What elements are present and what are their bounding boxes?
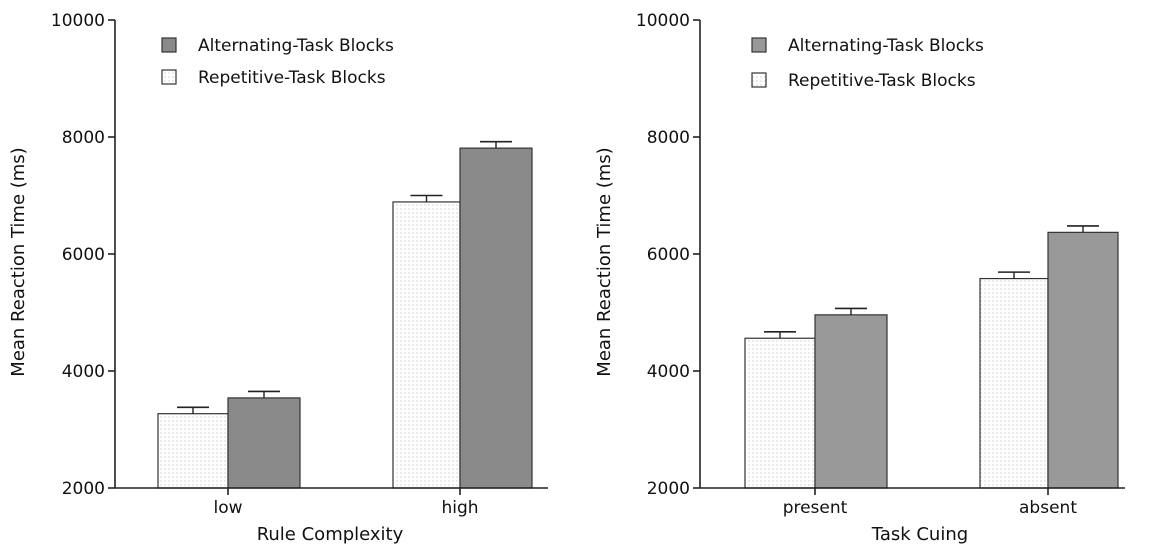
repetitive-legend-label: Repetitive-Task Blocks [788, 71, 976, 91]
x-axis-title: Task Cuing [871, 524, 968, 545]
alternating-bar-present [814, 314, 888, 489]
repetitive-bar-present [744, 337, 816, 489]
alternating-legend-label: Alternating-Task Blocks [198, 36, 394, 56]
y-axis-title: Mean Reaction Time (ms) [8, 147, 29, 376]
y-axis-title: Mean Reaction Time (ms) [594, 147, 615, 376]
repetitive-legend-label: Repetitive-Task Blocks [198, 68, 386, 88]
x-tick-label-low: low [213, 498, 242, 518]
chart-panel-2: 2000 4000 6000 8000 10000 present absent Task C… [594, 11, 1125, 545]
alternating-legend-swatch [161, 37, 177, 53]
y-tick-label: 4000 [647, 362, 690, 382]
y-tick-label: 6000 [647, 245, 690, 265]
chart-panel-1: 2000 4000 6000 8000 10000 low high Rule Complex… [8, 11, 548, 545]
alternating-bar-absent [1047, 231, 1119, 489]
x-axis-title: Rule Complexity [257, 524, 404, 545]
y-tick-label: 2000 [647, 479, 690, 499]
repetitive-legend-swatch [751, 72, 767, 88]
alternating-legend-swatch [751, 37, 767, 53]
y-tick-label: 8000 [647, 128, 690, 148]
y-tick-label: 10000 [51, 11, 105, 31]
repetitive-bar-high [392, 201, 461, 489]
y-tick-label: 6000 [62, 245, 105, 265]
alternating-bar-low [227, 397, 301, 489]
x-tick-label-high: high [441, 498, 478, 518]
y-tick-label: 8000 [62, 128, 105, 148]
alternating-bar-high [459, 147, 533, 489]
y-tick-label: 2000 [62, 479, 105, 499]
x-tick-label-present: present [783, 498, 848, 518]
repetitive-bar-absent [979, 277, 1049, 489]
alternating-legend-label: Alternating-Task Blocks [788, 36, 984, 56]
legend: Alternating-Task Blocks Repetitive-Task B… [161, 36, 394, 88]
y-tick-label: 10000 [636, 11, 690, 31]
legend: Alternating-Task Blocks Repetitive-Task B… [751, 36, 984, 91]
repetitive-legend-swatch [161, 69, 177, 85]
y-tick-label: 4000 [62, 362, 105, 382]
x-tick-label-absent: absent [1019, 498, 1077, 518]
repetitive-bar-low [157, 413, 229, 489]
